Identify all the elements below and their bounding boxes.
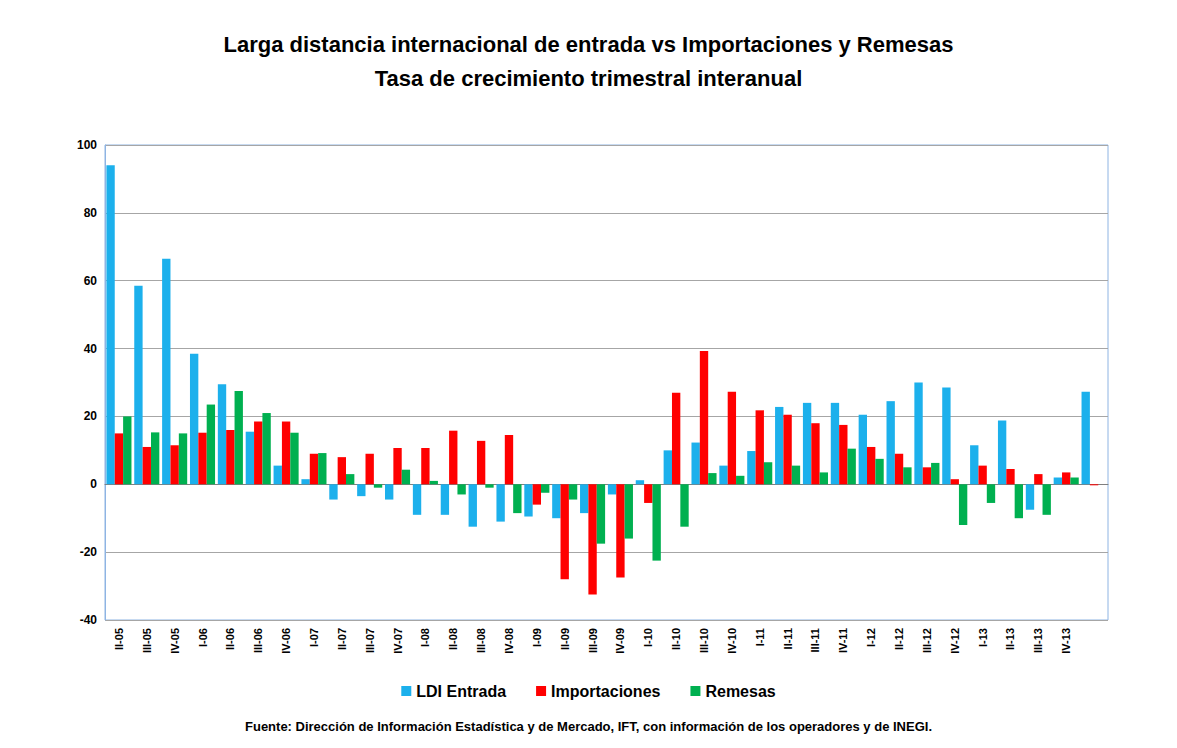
svg-text:I-08: I-08 (419, 628, 431, 647)
svg-text:III-05: III-05 (141, 628, 153, 653)
svg-text:IV-13: IV-13 (1060, 628, 1072, 654)
svg-text:60: 60 (84, 274, 98, 288)
svg-text:Importaciones: Importaciones (551, 683, 660, 700)
svg-text:20: 20 (84, 409, 98, 423)
svg-text:80: 80 (84, 206, 98, 220)
svg-text:IV-11: IV-11 (837, 628, 849, 653)
svg-text:IV-06: IV-06 (280, 628, 292, 654)
svg-text:III-10: III-10 (698, 628, 710, 653)
svg-text:II-07: II-07 (336, 628, 348, 650)
svg-text:II-08: II-08 (447, 628, 459, 650)
svg-text:I-07: I-07 (308, 628, 320, 647)
svg-text:I-09: I-09 (531, 628, 543, 647)
svg-text:II-06: II-06 (224, 628, 236, 650)
svg-text:I-10: I-10 (642, 628, 654, 647)
svg-text:I-13: I-13 (977, 628, 989, 647)
svg-text:Tasa de crecimiento trimestral: Tasa de crecimiento trimestral interanua… (375, 66, 803, 91)
svg-text:I-06: I-06 (197, 628, 209, 647)
svg-text:II-09: II-09 (559, 628, 571, 650)
svg-text:Larga distancia internacional: Larga distancia internacional de entrada… (224, 32, 954, 57)
svg-text:I-12: I-12 (865, 628, 877, 647)
svg-text:II-11: II-11 (782, 628, 794, 649)
svg-text:-20: -20 (80, 545, 98, 559)
svg-text:III-08: III-08 (475, 628, 487, 653)
svg-text:II-10: II-10 (670, 628, 682, 650)
svg-text:III-13: III-13 (1032, 628, 1044, 653)
svg-text:III-07: III-07 (364, 628, 376, 653)
svg-text:III-09: III-09 (587, 628, 599, 653)
svg-text:IV-10: IV-10 (726, 628, 738, 654)
svg-text:IV-07: IV-07 (392, 628, 404, 654)
svg-text:100: 100 (77, 138, 97, 152)
svg-text:III-06: III-06 (252, 628, 264, 653)
svg-text:Remesas: Remesas (705, 683, 775, 700)
svg-text:IV-08: IV-08 (503, 628, 515, 654)
svg-text:IV-12: IV-12 (949, 628, 961, 654)
svg-text:LDI Entrada: LDI Entrada (416, 683, 506, 700)
svg-text:II-12: II-12 (893, 628, 905, 650)
svg-text:III-12: III-12 (921, 628, 933, 653)
svg-text:II-13: II-13 (1004, 628, 1016, 650)
svg-text:III-11: III-11 (809, 628, 821, 652)
svg-text:II-05: II-05 (113, 628, 125, 650)
svg-text:Fuente: Dirección de Informaci: Fuente: Dirección de Información Estadís… (245, 719, 932, 734)
svg-text:IV-05: IV-05 (169, 628, 181, 654)
svg-text:40: 40 (84, 342, 98, 356)
svg-text:-40: -40 (80, 613, 98, 627)
svg-text:IV-09: IV-09 (614, 628, 626, 654)
svg-text:0: 0 (90, 477, 97, 491)
svg-text:I-11: I-11 (754, 628, 766, 646)
